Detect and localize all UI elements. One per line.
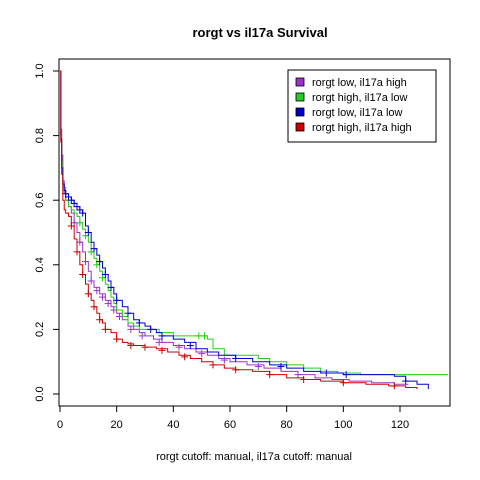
y-tick-label: 0.4 bbox=[34, 257, 46, 272]
censor-mark bbox=[135, 319, 143, 327]
censor-mark bbox=[300, 375, 308, 383]
censor-mark bbox=[232, 366, 240, 374]
censor-mark bbox=[209, 361, 217, 369]
censor-mark bbox=[82, 258, 89, 266]
censor-mark bbox=[220, 356, 228, 364]
censor-mark bbox=[175, 343, 183, 351]
censor-mark bbox=[93, 287, 101, 295]
legend-swatch bbox=[295, 77, 305, 87]
censor-mark bbox=[294, 371, 302, 379]
x-tick-label: 100 bbox=[334, 419, 352, 431]
y-axis: 0.0 0.2 0.4 0.6 0.8 1.0 bbox=[34, 63, 59, 402]
series-layer bbox=[60, 70, 449, 390]
censor-mark bbox=[104, 300, 112, 308]
legend-box bbox=[287, 69, 437, 143]
censor-mark bbox=[87, 277, 95, 285]
legend: rorgt low, il17a high rorgt high, il17a l… bbox=[287, 69, 437, 143]
censor-mark bbox=[67, 222, 75, 230]
series-4 bbox=[60, 70, 418, 390]
chart-title: rorgt vs il17a Survival bbox=[192, 25, 327, 40]
legend-label: rorgt high, il17a low bbox=[312, 92, 407, 104]
censor-mark bbox=[158, 346, 166, 354]
series-3 bbox=[60, 70, 429, 390]
censor-mark bbox=[138, 332, 146, 340]
censor-mark bbox=[181, 353, 189, 361]
censor-mark bbox=[76, 219, 84, 227]
legend-swatch bbox=[295, 92, 305, 102]
censor-mark bbox=[402, 377, 410, 385]
censor-mark bbox=[101, 270, 109, 278]
legend-label: rorgt low, il17a low bbox=[312, 107, 403, 119]
x-tick-label: 0 bbox=[57, 419, 63, 431]
censor-mark bbox=[101, 325, 109, 333]
x-tick-label: 120 bbox=[391, 419, 409, 431]
censor-mark bbox=[79, 209, 87, 217]
y-tick-label: 0.0 bbox=[34, 386, 46, 401]
censor-mark bbox=[158, 332, 166, 340]
x-tick-label: 60 bbox=[224, 419, 236, 431]
y-tick-label: 0.6 bbox=[34, 193, 46, 208]
censor-mark bbox=[322, 369, 330, 377]
censor-mark bbox=[390, 382, 398, 390]
x-tick-label: 40 bbox=[167, 419, 179, 431]
censor-mark bbox=[155, 338, 163, 346]
y-tick-label: 0.2 bbox=[34, 322, 46, 337]
censor-mark bbox=[84, 229, 92, 236]
x-axis-label: rorgt cutoff: manual, il17a cutoff: manu… bbox=[156, 451, 352, 463]
censor-mark bbox=[79, 270, 87, 278]
censor-mark bbox=[186, 342, 194, 350]
censor-mark bbox=[254, 363, 262, 371]
censor-mark bbox=[113, 296, 121, 304]
censor-mark bbox=[127, 342, 135, 350]
y-tick-label: 1.0 bbox=[34, 63, 46, 78]
censor-mark bbox=[124, 309, 132, 317]
censor-mark bbox=[96, 316, 104, 324]
censor-mark bbox=[339, 379, 347, 387]
censor-mark bbox=[90, 245, 98, 253]
censor-mark bbox=[96, 258, 104, 266]
censor-mark bbox=[266, 371, 274, 379]
censor-mark bbox=[277, 363, 285, 371]
censor-mark bbox=[201, 332, 208, 340]
censor-mark bbox=[107, 283, 115, 291]
censor-mark bbox=[342, 371, 350, 379]
censor-mark bbox=[198, 350, 206, 358]
legend-label: rorgt high, il17a high bbox=[312, 122, 412, 134]
legend-swatch bbox=[295, 122, 305, 132]
x-tick-label: 20 bbox=[111, 419, 123, 431]
censor-mark bbox=[90, 303, 98, 311]
censor-mark bbox=[84, 290, 92, 298]
legend-label: rorgt low, il17a high bbox=[312, 77, 407, 89]
censor-mark bbox=[232, 354, 240, 362]
censor-mark bbox=[99, 293, 106, 301]
y-tick-label: 0.8 bbox=[34, 128, 46, 143]
x-tick-label: 80 bbox=[281, 419, 293, 431]
censor-mark bbox=[127, 325, 135, 333]
censor-mark bbox=[147, 325, 155, 333]
censor-mark bbox=[73, 248, 81, 256]
censor-mark bbox=[113, 335, 121, 343]
plot-area-frame bbox=[58, 58, 451, 407]
censor-mark bbox=[141, 343, 149, 351]
x-axis: 0 20 40 60 80 100 120 bbox=[57, 406, 409, 431]
legend-swatch bbox=[295, 107, 305, 117]
